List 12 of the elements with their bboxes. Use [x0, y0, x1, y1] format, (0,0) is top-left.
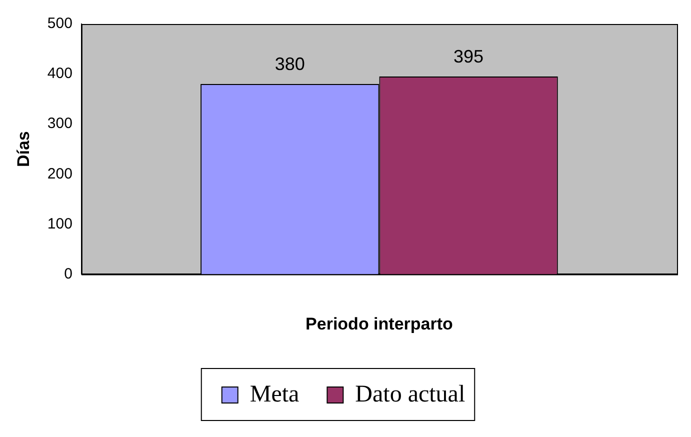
y-axis-title: Días — [14, 131, 33, 168]
y-tick-label: 200 — [47, 165, 72, 182]
legend-label: Meta — [250, 381, 300, 408]
y-tick-label: 300 — [47, 115, 72, 132]
legend-label: Dato actual — [355, 381, 466, 408]
y-tick-label: 400 — [47, 65, 72, 82]
y-tick-label: 500 — [47, 15, 72, 32]
data-label: 380 — [274, 54, 305, 74]
y-tick-label: 0 — [64, 265, 72, 282]
x-axis-title: Periodo interparto — [306, 314, 453, 334]
data-label: 395 — [454, 46, 484, 67]
y-tick-label: 100 — [47, 215, 72, 232]
